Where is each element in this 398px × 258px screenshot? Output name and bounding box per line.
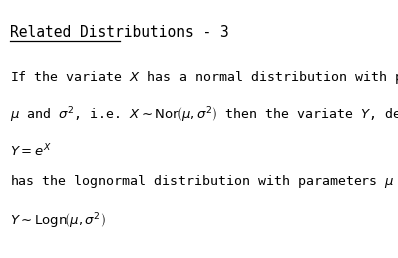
Text: has the lognormal distribution with parameters $\mu$ and $\sigma^2$, i.e.: has the lognormal distribution with para… — [10, 173, 398, 192]
Text: $Y = e^X$: $Y = e^X$ — [10, 142, 51, 159]
Text: $\mu$ and $\sigma^2$, i.e. $X \sim \mathrm{Nor}\!\left(\mu, \sigma^2\right)$ the: $\mu$ and $\sigma^2$, i.e. $X \sim \math… — [10, 105, 398, 125]
Text: $Y \sim \mathrm{Logn}\!\left(\mu, \sigma^2\right)$: $Y \sim \mathrm{Logn}\!\left(\mu, \sigma… — [10, 211, 105, 231]
Text: Related Distributions - 3: Related Distributions - 3 — [10, 25, 228, 39]
Text: If the variate $X$ has a normal distribution with parameters: If the variate $X$ has a normal distribu… — [10, 69, 398, 86]
